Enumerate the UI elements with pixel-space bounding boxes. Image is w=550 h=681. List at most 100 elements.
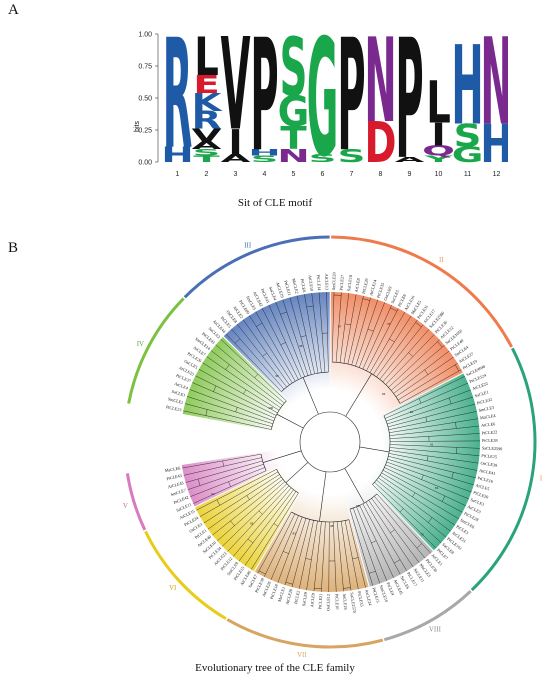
- tree-branch: [369, 570, 376, 574]
- leaf-label: OsCLE9: [383, 286, 393, 301]
- logo-letter: N: [480, 13, 512, 152]
- logo-letter-glyph: T: [193, 154, 219, 164]
- logo-position-label: 3: [234, 171, 238, 178]
- tree-branch: [280, 311, 287, 315]
- tree-branch: [210, 350, 283, 406]
- leaf-label: AtCLE9: [309, 593, 315, 608]
- leaf-label: PtCLE14: [316, 275, 322, 292]
- leaf-label: SaCLE7: [247, 574, 258, 589]
- tree-branch: [352, 557, 359, 560]
- tree-branch: [206, 356, 281, 409]
- leaf-label: PtCLE8: [397, 293, 408, 307]
- clade-arc: [383, 590, 472, 642]
- leaf-label: SaCLE4: [268, 286, 278, 302]
- tree-branch: [424, 369, 429, 375]
- tree-branch: [389, 425, 480, 436]
- logo-letter-glyph: G: [452, 143, 484, 167]
- tree-branch: [389, 444, 480, 449]
- tree-branch: [243, 389, 247, 395]
- logo-letter: S: [280, 20, 308, 114]
- leaf-label: PtCLE6: [300, 278, 307, 292]
- leaf-label: SmCLE10: [379, 584, 390, 602]
- leaf-label: PtCLE21: [317, 594, 323, 610]
- logo-y-tick: 1.00: [138, 32, 152, 39]
- tree-branch: [347, 295, 364, 365]
- tree-branch: [356, 506, 388, 581]
- tree-branch: [390, 529, 395, 533]
- logo-letter: S: [309, 152, 337, 164]
- tree-branch: [408, 352, 414, 357]
- tree-branch: [390, 345, 445, 391]
- tree-branch: [246, 495, 250, 500]
- tree-branch: [390, 307, 398, 312]
- tree-branch: [328, 521, 330, 592]
- leaf-label: SaCLE1: [474, 389, 489, 398]
- tree-branch: [184, 403, 273, 427]
- tree-branch: [343, 587, 351, 589]
- clade-shading: [357, 373, 480, 551]
- logo-letter: H: [480, 113, 512, 175]
- tree-branch: [242, 319, 290, 386]
- tree-branch: [448, 397, 452, 404]
- leaf-label: AtCLE26: [261, 581, 272, 598]
- leaf-label: SaCLE5: [390, 289, 400, 304]
- leaf-label: AtCLE22: [472, 381, 489, 391]
- tree-branch: [355, 299, 378, 367]
- clade-shading: [182, 336, 302, 435]
- phylogenetic-tree: IVIIIIIIVIIIVIIVIV1009998877665549281705…: [123, 235, 543, 659]
- logo-letter: P: [395, 5, 423, 196]
- leaf-label: PtCLE29: [361, 278, 369, 294]
- tree-branch: [366, 308, 399, 371]
- leaf-label: PtCLE22: [482, 429, 498, 435]
- logo-letter-glyph: H: [480, 113, 508, 175]
- tree-branch: [382, 329, 430, 383]
- tree-branch: [189, 389, 274, 422]
- tree-branch: [359, 446, 390, 453]
- logo-letter-glyph: S: [193, 147, 221, 157]
- tree-branch: [256, 322, 263, 327]
- leaf-label: PtCLE27: [339, 275, 345, 291]
- tree-branch: [399, 369, 462, 404]
- tree-branch: [371, 498, 420, 563]
- leaf-label: AtCLE14: [368, 278, 377, 296]
- logo-letter-glyph: N: [364, 26, 396, 149]
- logo-letter-glyph: S: [338, 146, 366, 166]
- logo-y-tick: 0.00: [138, 160, 152, 167]
- tree-branch: [230, 520, 235, 526]
- clade-label: I: [540, 474, 543, 482]
- leaf-label: PtCLE4: [386, 582, 396, 597]
- leaf-label: PtCLE18: [269, 583, 279, 599]
- logo-letter: N: [277, 146, 309, 166]
- tree-branch: [451, 472, 454, 479]
- clade-label: IV: [137, 340, 144, 348]
- logo-letter: G: [452, 143, 484, 167]
- logo-letter: G: [307, 4, 339, 192]
- tree-branch: [304, 294, 319, 374]
- logo-y-tick: 0.25: [138, 128, 152, 135]
- tree-branch: [314, 587, 322, 589]
- tree-branch: [389, 418, 479, 433]
- leaf-label: SmCLE20: [331, 272, 336, 290]
- leaf-label: PtCLE33: [357, 591, 365, 607]
- tree-branch: [348, 519, 366, 588]
- logo-letter-glyph: I: [228, 122, 242, 163]
- logo-letter: G: [278, 88, 310, 137]
- clade-label: VI: [169, 584, 177, 592]
- logo-letter-glyph: R: [163, 26, 193, 182]
- tree-branch: [187, 464, 264, 490]
- logo-position-label: 7: [350, 171, 354, 178]
- logo-position-label: 9: [408, 171, 412, 178]
- logo-letter: D: [364, 111, 396, 176]
- tree-branch: [344, 468, 365, 504]
- leaf-label: PtCLE32: [476, 397, 492, 406]
- bootstrap-value: 54: [410, 410, 414, 414]
- tree-branch: [284, 518, 307, 586]
- tree-branch: [416, 543, 423, 549]
- logo-position-label: 5: [292, 171, 296, 178]
- tree-branch: [389, 338, 395, 343]
- tree-branch: [255, 311, 296, 382]
- clade-arc: [125, 473, 147, 531]
- leaf-label: PtCLE11: [283, 280, 292, 296]
- logo-letter: A: [221, 152, 251, 164]
- leaf-label: PtCLE124: [469, 372, 488, 384]
